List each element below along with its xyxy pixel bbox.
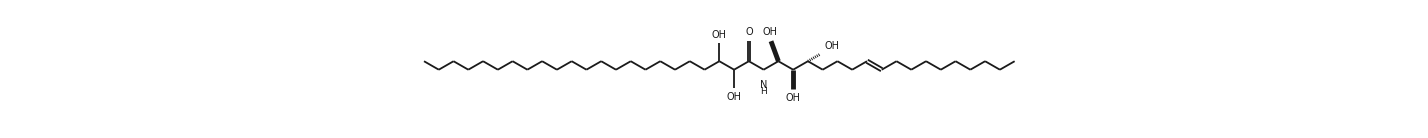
Text: OH: OH <box>763 27 778 37</box>
Text: H: H <box>760 87 767 96</box>
Text: N: N <box>760 80 767 90</box>
Text: OH: OH <box>824 41 840 51</box>
Text: OH: OH <box>727 92 741 102</box>
Text: O: O <box>745 27 753 37</box>
Text: OH: OH <box>711 30 727 40</box>
Text: OH: OH <box>785 93 801 103</box>
